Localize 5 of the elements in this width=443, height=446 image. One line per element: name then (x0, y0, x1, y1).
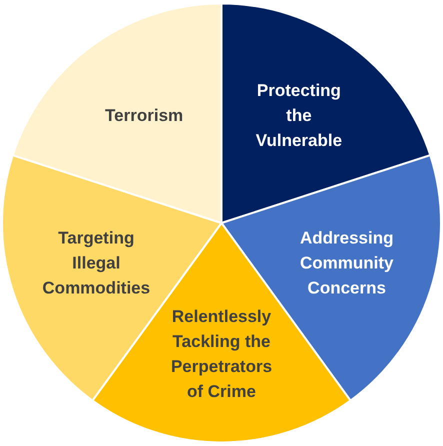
slice-label: Protecting the Vulnerable (256, 81, 342, 150)
slice-label: Addressing Community Concerns (300, 228, 394, 298)
slice-label: Terrorism (105, 106, 184, 126)
slice-label: Relentlessly Tackling the Perpetrators of Crime (170, 306, 272, 401)
slice-label: Targeting Illegal Commodities (42, 228, 150, 298)
